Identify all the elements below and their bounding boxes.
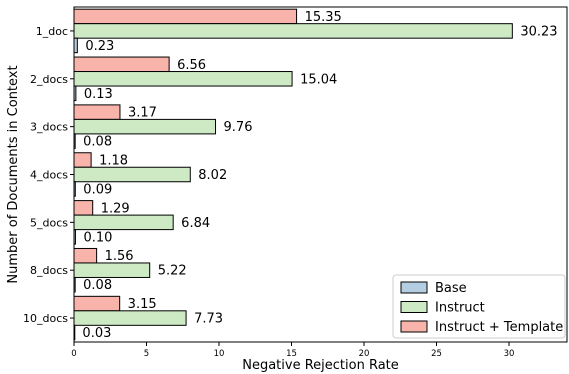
data-label-instruct-1-doc: 30.23 bbox=[520, 24, 557, 39]
y-tick-label: 1_doc bbox=[36, 25, 68, 38]
bar-instruct-template-4-docs bbox=[73, 152, 92, 168]
bar-instruct-template-1-doc bbox=[73, 8, 298, 25]
bar-instruct-1-doc bbox=[73, 23, 513, 39]
x-axis: 0 5 10 15 20 25 30 bbox=[71, 342, 514, 359]
y-axis-title: Number of Documents in Context bbox=[6, 65, 21, 283]
data-label-base-10-docs: 0.03 bbox=[82, 326, 111, 341]
x-tick-label: 5 bbox=[144, 349, 149, 359]
data-label-instruct-template-2-docs: 6.56 bbox=[177, 58, 206, 73]
data-label-instruct-template-8-docs: 1.56 bbox=[105, 249, 134, 264]
data-label-base-3-docs: 0.08 bbox=[83, 135, 112, 150]
data-label-instruct-4-docs: 8.02 bbox=[198, 168, 227, 183]
bar-instruct-template-2-docs bbox=[73, 56, 170, 73]
data-label-instruct-template-5-docs: 1.29 bbox=[101, 201, 130, 216]
data-label-instruct-10-docs: 7.73 bbox=[194, 312, 223, 327]
data-label-instruct-template-3-docs: 3.17 bbox=[128, 106, 157, 121]
legend-label-base: Base bbox=[435, 281, 467, 296]
data-label-instruct-5-docs: 6.84 bbox=[181, 216, 210, 231]
data-label-base-2-docs: 0.13 bbox=[84, 87, 113, 102]
legend: Base Instruct Instruct + Template bbox=[392, 274, 566, 339]
bar-instruct-3-docs bbox=[73, 118, 217, 135]
bar-base-1-doc bbox=[73, 37, 78, 54]
bar-instruct-8-docs bbox=[73, 262, 151, 278]
legend-box bbox=[392, 274, 566, 339]
x-axis-title: Negative Rejection Rate bbox=[242, 358, 399, 373]
data-label-instruct-2-docs: 15.04 bbox=[300, 72, 337, 87]
y-tick-label: 10_docs bbox=[23, 312, 68, 325]
y-tick-label: 4_docs bbox=[30, 169, 68, 182]
data-label-instruct-3-docs: 9.76 bbox=[224, 120, 253, 135]
y-tick-label: 5_docs bbox=[30, 216, 68, 229]
data-label-instruct-8-docs: 5.22 bbox=[158, 264, 187, 279]
bar-instruct-template-5-docs bbox=[73, 200, 94, 216]
y-tick-label: 3_docs bbox=[30, 121, 68, 134]
data-label-base-5-docs: 0.10 bbox=[83, 230, 112, 245]
x-tick-label: 25 bbox=[431, 349, 442, 359]
data-label-instruct-template-4-docs: 1.18 bbox=[99, 154, 128, 169]
bar-instruct-template-3-docs bbox=[73, 104, 121, 120]
data-label-base-4-docs: 0.09 bbox=[83, 183, 112, 198]
x-tick-label: 15 bbox=[286, 349, 297, 359]
legend-swatch-instruct bbox=[400, 301, 428, 313]
y-tick-label: 8_docs bbox=[30, 264, 68, 277]
data-labels-layer: 15.35 30.23 0.23 6.56 15.04 0.13 3.17 9.76 0.08 1… bbox=[82, 10, 557, 341]
x-tick-label: 0 bbox=[71, 349, 76, 359]
bar-instruct-template-10-docs bbox=[73, 295, 121, 312]
y-tick-label: 2_docs bbox=[30, 73, 68, 86]
x-tick-label: 10 bbox=[214, 349, 225, 359]
bar-instruct-5-docs bbox=[73, 214, 174, 231]
bar-instruct-4-docs bbox=[73, 166, 191, 183]
bar-instruct-2-docs bbox=[73, 71, 293, 87]
data-label-base-8-docs: 0.08 bbox=[83, 278, 112, 293]
data-label-base-1-doc: 0.23 bbox=[85, 39, 114, 54]
x-tick-label: 30 bbox=[504, 349, 515, 359]
legend-label-instruct: Instruct bbox=[435, 301, 485, 316]
data-label-instruct-template-10-docs: 3.15 bbox=[128, 297, 157, 312]
bar-instruct-template-8-docs bbox=[73, 247, 98, 264]
legend-swatch-instruct-template bbox=[400, 320, 428, 333]
x-tick-label: 20 bbox=[359, 349, 370, 359]
y-axis: 1_doc 2_docs 3_docs 4_docs 5_docs 8_docs 10_do… bbox=[23, 25, 74, 325]
legend-label-instruct-template: Instruct + Template bbox=[435, 320, 563, 335]
data-label-instruct-template-1-doc: 15.35 bbox=[305, 10, 342, 25]
legend-swatch-base bbox=[400, 281, 428, 294]
bar-instruct-10-docs bbox=[73, 310, 187, 326]
